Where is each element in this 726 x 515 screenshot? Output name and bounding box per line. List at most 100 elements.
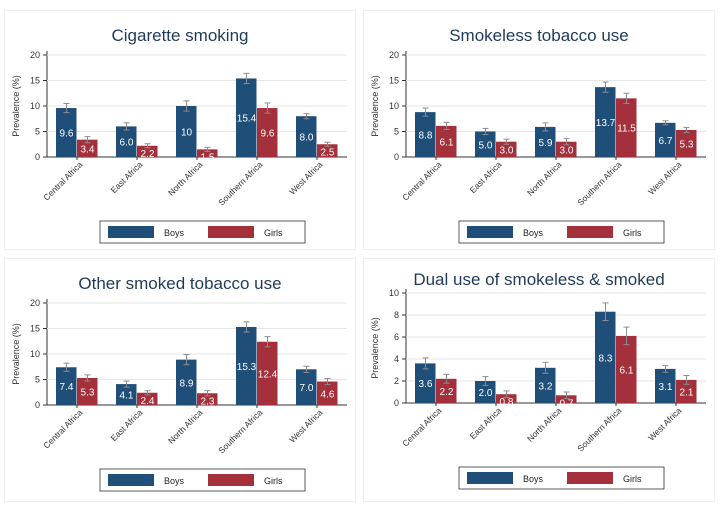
panel-dual-use: Dual use of smokeless & smoked 0 2 4 6 8 10 Pre… xyxy=(363,258,715,502)
bar-boys-north-africa-label: 10 xyxy=(181,128,193,139)
bar-girls-central-africa-label: 6.1 xyxy=(440,137,454,148)
bar-boys-west-africa-label: 6.7 xyxy=(659,136,673,147)
legend-swatch-boys xyxy=(467,226,513,238)
legend-label-boys: Boys xyxy=(523,474,544,484)
bar-girls-southern-africa xyxy=(616,98,637,157)
bar-girls-southern-africa-label: 12.4 xyxy=(258,369,278,380)
x-tick-label-central-africa: Central Africa xyxy=(41,159,84,202)
legend-swatch-boys xyxy=(108,226,154,238)
bar-girls-central-africa-label: 3.4 xyxy=(81,144,95,155)
bar-girls-north-africa-label: 1.5 xyxy=(201,152,215,163)
bar-girls-west-africa-label: 5.3 xyxy=(680,139,694,150)
x-tick-label-southern-africa: Southern Africa xyxy=(575,405,623,453)
y-tick-label: 20 xyxy=(30,50,40,60)
bar-boys-central-africa-label: 9.6 xyxy=(60,129,74,140)
bar-boys-north-africa xyxy=(176,359,197,405)
x-tick-label-north-africa: North Africa xyxy=(166,407,205,446)
bar-boys-west-africa xyxy=(296,116,317,157)
y-tick-label: 5 xyxy=(394,127,399,137)
bar-boys-southern-africa xyxy=(595,87,616,157)
legend: Boys Girls xyxy=(458,466,665,490)
bar-girls-east-africa xyxy=(137,145,158,157)
bar-boys-west-africa xyxy=(655,122,676,157)
bar-boys-east-africa xyxy=(116,126,137,157)
legend-swatch-girls xyxy=(208,226,254,238)
legend: Boys Girls xyxy=(458,220,665,244)
x-tick-label-west-africa: West Africa xyxy=(287,407,325,445)
bar-boys-central-africa xyxy=(56,108,77,157)
y-tick-label: 10 xyxy=(389,101,399,111)
x-tick-label-southern-africa: Southern Africa xyxy=(216,407,264,455)
legend-label-boys: Boys xyxy=(164,228,185,238)
bar-boys-east-africa-label: 2.0 xyxy=(479,388,493,399)
legend-label-girls: Girls xyxy=(623,474,642,484)
bar-boys-east-africa-label: 6.0 xyxy=(120,138,134,149)
bar-boys-central-africa xyxy=(56,367,77,405)
bar-boys-central-africa-label: 8.8 xyxy=(419,131,433,142)
bar-boys-southern-africa-label: 13.7 xyxy=(596,118,616,129)
legend-swatch-girls xyxy=(208,474,254,486)
y-tick-label: 10 xyxy=(30,349,40,359)
bar-girls-southern-africa-label: 9.6 xyxy=(261,129,275,140)
x-tick-label-central-africa: Central Africa xyxy=(400,159,443,202)
y-tick-label: 8 xyxy=(394,310,399,320)
y-tick-label: 6 xyxy=(394,332,399,342)
x-tick-label-north-africa: North Africa xyxy=(525,405,564,444)
bar-boys-central-africa-label: 7.4 xyxy=(60,382,74,393)
x-tick-label-east-africa: East Africa xyxy=(109,407,145,443)
bar-boys-central-africa xyxy=(415,112,436,157)
bar-boys-north-africa-label: 8.9 xyxy=(180,378,194,389)
legend-label-girls: Girls xyxy=(623,228,642,238)
bar-boys-west-africa-label: 8.0 xyxy=(300,133,314,144)
chart-svg: Cigarette smoking 0 5 10 15 20 Prevalence (%) 9… xyxy=(11,26,347,244)
bar-girls-west-africa xyxy=(317,381,338,405)
legend-swatch-girls xyxy=(567,472,613,484)
bar-girls-east-africa-label: 0.8 xyxy=(500,397,514,408)
bar-boys-east-africa xyxy=(475,381,496,403)
bar-girls-east-africa xyxy=(496,141,517,157)
y-tick-label: 2 xyxy=(394,376,399,386)
chart-title: Dual use of smokeless & smoked xyxy=(413,270,664,289)
y-tick-label: 10 xyxy=(30,101,40,111)
bar-girls-east-africa-label: 2.4 xyxy=(141,396,155,407)
bar-girls-central-africa xyxy=(436,125,457,157)
bar-boys-west-africa-label: 7.0 xyxy=(300,383,314,394)
bar-boys-east-africa-label: 5.0 xyxy=(479,140,493,151)
chart-svg: Other smoked tobacco use 0 5 10 15 20 Prevalen… xyxy=(11,274,347,492)
x-tick-label-west-africa: West Africa xyxy=(287,159,325,197)
legend-swatch-boys xyxy=(108,474,154,486)
chart-svg: Dual use of smokeless & smoked 0 2 4 6 8 10 Pre… xyxy=(370,270,706,490)
x-tick-label-east-africa: East Africa xyxy=(468,159,504,195)
panel-smokeless-tobacco: Smokeless tobacco use 0 5 10 15 20 Prevalence … xyxy=(363,10,715,250)
bar-girls-east-africa xyxy=(137,392,158,405)
y-tick-label: 0 xyxy=(394,152,399,162)
bar-girls-central-africa-label: 2.2 xyxy=(440,387,454,398)
panel-other-smoked-tobacco: Other smoked tobacco use 0 5 10 15 20 Prevalen… xyxy=(4,258,356,502)
bar-boys-north-africa xyxy=(535,126,556,157)
bar-boys-north-africa xyxy=(535,367,556,403)
bar-girls-north-africa-label: 0.7 xyxy=(560,398,574,409)
bar-girls-north-africa xyxy=(197,393,218,405)
x-tick-label-central-africa: Central Africa xyxy=(400,405,443,448)
y-axis-label: Prevalence (%) xyxy=(11,75,21,137)
bar-boys-southern-africa xyxy=(236,78,257,157)
bar-boys-southern-africa-label: 8.3 xyxy=(599,353,613,364)
bar-girls-southern-africa xyxy=(257,341,278,405)
chart-title: Other smoked tobacco use xyxy=(78,274,281,293)
y-tick-label: 0 xyxy=(35,152,40,162)
bar-girls-north-africa xyxy=(556,141,577,157)
bar-boys-north-africa xyxy=(176,106,197,157)
x-tick-label-west-africa: West Africa xyxy=(646,159,684,197)
x-tick-label-central-africa: Central Africa xyxy=(41,407,84,450)
x-tick-label-north-africa: North Africa xyxy=(166,159,205,198)
bar-girls-west-africa xyxy=(676,379,697,403)
x-tick-label-southern-africa: Southern Africa xyxy=(216,159,264,207)
x-tick-label-east-africa: East Africa xyxy=(468,405,504,441)
bar-girls-north-africa xyxy=(197,149,218,157)
bar-boys-west-africa-label: 3.1 xyxy=(659,382,673,393)
legend-label-girls: Girls xyxy=(264,228,283,238)
legend-label-boys: Boys xyxy=(164,476,185,486)
bar-boys-southern-africa xyxy=(236,326,257,405)
y-tick-label: 20 xyxy=(30,298,40,308)
y-tick-label: 4 xyxy=(394,354,399,364)
